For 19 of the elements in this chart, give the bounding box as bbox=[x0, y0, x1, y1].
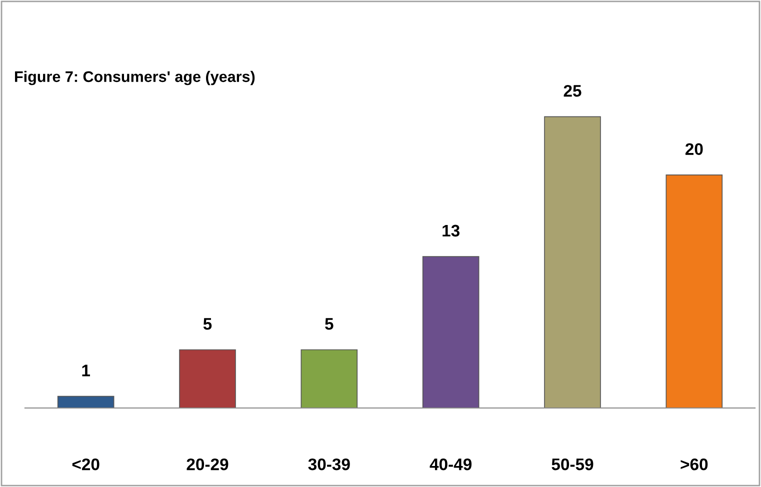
chart-title: Figure 7: Consumers' age (years) bbox=[15, 70, 255, 86]
data-label: 25 bbox=[564, 84, 582, 97]
bar bbox=[666, 174, 723, 408]
data-label: 1 bbox=[82, 364, 90, 376]
bar bbox=[57, 396, 114, 408]
x-tick-label: 40-49 bbox=[430, 458, 472, 470]
x-tick-label: <20 bbox=[72, 458, 100, 470]
bar bbox=[544, 116, 601, 408]
x-tick-label: >60 bbox=[680, 458, 708, 470]
data-label: 5 bbox=[325, 318, 334, 330]
data-label: 5 bbox=[203, 318, 212, 330]
x-tick-label: 20-29 bbox=[186, 458, 228, 470]
bar bbox=[422, 256, 480, 408]
bar bbox=[300, 349, 358, 408]
x-tick-label: 30-39 bbox=[308, 458, 350, 470]
data-label: 13 bbox=[442, 224, 460, 237]
data-label: 20 bbox=[685, 143, 703, 156]
bar bbox=[179, 349, 236, 408]
x-tick-label: 50-59 bbox=[552, 458, 594, 470]
